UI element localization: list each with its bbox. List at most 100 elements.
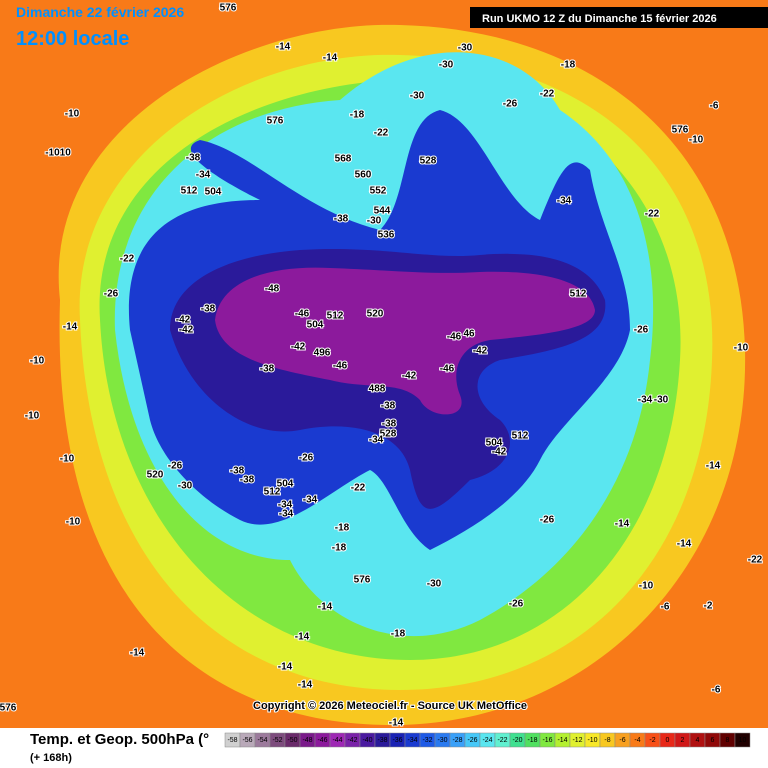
contour-label: 576 bbox=[267, 116, 284, 127]
contour-label: -26 bbox=[104, 289, 119, 300]
colorbar-label: -40 bbox=[362, 737, 372, 744]
contour-label: -42 bbox=[473, 346, 488, 357]
contour-label: -38 bbox=[240, 475, 255, 486]
colorbar-label: -26 bbox=[467, 737, 477, 744]
contour-label: -34 bbox=[278, 500, 293, 511]
contour-label: -10 bbox=[25, 411, 40, 422]
colorbar-label: -32 bbox=[422, 737, 432, 744]
contour-label: -14 bbox=[130, 648, 145, 659]
contour-label: 46 bbox=[463, 329, 475, 340]
contour-label: 560 bbox=[355, 170, 372, 181]
contour-label: 512 bbox=[181, 186, 198, 197]
colorbar-label: 2 bbox=[681, 737, 685, 744]
contour-label: -30 bbox=[427, 579, 442, 590]
contour-label: -38 bbox=[201, 304, 216, 315]
colorbar-label: -12 bbox=[572, 737, 582, 744]
contour-label: -10 bbox=[734, 343, 749, 354]
colorbar-label: -20 bbox=[512, 737, 522, 744]
run-box bbox=[470, 7, 768, 28]
colorbar-label: -52 bbox=[272, 737, 282, 744]
contour-label: -48 bbox=[265, 284, 280, 295]
colorbar-label: -58 bbox=[227, 737, 237, 744]
contour-label: -14 bbox=[278, 662, 293, 673]
contour-label: -10 bbox=[65, 109, 80, 120]
colorbar-label: -54 bbox=[257, 737, 267, 744]
colorbar-label: 8 bbox=[726, 737, 730, 744]
contour-label: -2 bbox=[704, 601, 713, 612]
contour-label: -14 bbox=[615, 519, 630, 530]
contour-label: -46 bbox=[295, 309, 310, 320]
contour-label: -34 bbox=[303, 495, 318, 506]
colorbar-label: -8 bbox=[604, 737, 610, 744]
colorbar-label: -48 bbox=[302, 737, 312, 744]
contour-label: -26 bbox=[540, 515, 555, 526]
contour-label: -22 bbox=[748, 555, 763, 566]
zone-purple bbox=[215, 267, 595, 415]
contour-label: 568 bbox=[335, 154, 352, 165]
contour-label: -6 bbox=[661, 602, 670, 613]
map-time: 12:00 locale bbox=[16, 28, 129, 50]
contour-label: 528 bbox=[380, 429, 397, 440]
colorbar-swatch bbox=[734, 732, 751, 748]
contour-label: -14 bbox=[677, 539, 692, 550]
colorbar-label: -16 bbox=[542, 737, 552, 744]
contour-label: -38 bbox=[381, 401, 396, 412]
contour-label: -38 bbox=[334, 214, 349, 225]
contour-label: -38 bbox=[230, 466, 245, 477]
contour-label: -14 bbox=[706, 461, 721, 472]
copyright: Copyright © 2026 Meteociel.fr - Source U… bbox=[253, 700, 527, 712]
contour-label: -34 bbox=[638, 395, 653, 406]
contour-label: 576 bbox=[354, 575, 371, 586]
contour-label: -22 bbox=[120, 254, 135, 265]
contour-label: -18 bbox=[335, 523, 350, 534]
contour-label: 528 bbox=[420, 156, 437, 167]
contour-label: -34 bbox=[279, 509, 294, 520]
contour-label: -38 bbox=[186, 153, 201, 164]
contour-label: -34 bbox=[557, 196, 572, 207]
map-date: Dimanche 22 février 2026 bbox=[16, 4, 184, 20]
colorbar-label: -42 bbox=[347, 737, 357, 744]
contour-label: 520 bbox=[147, 470, 164, 481]
contour-label: -10 bbox=[689, 135, 704, 146]
contour-label: -14 bbox=[389, 718, 404, 729]
contour-label: -30 bbox=[367, 216, 382, 227]
contour-label: -46 bbox=[447, 332, 462, 343]
contour-label: 544 bbox=[374, 206, 391, 217]
colorbar-label: -4 bbox=[634, 737, 640, 744]
run-info: Run UKMO 12 Z du Dimanche 15 février 202… bbox=[482, 13, 717, 25]
contour-label: 512 bbox=[264, 487, 281, 498]
contour-label: -10 bbox=[66, 517, 81, 528]
contour-label: 512 bbox=[327, 311, 344, 322]
contour-label: -14 bbox=[318, 602, 333, 613]
colorbar-label: -46 bbox=[317, 737, 327, 744]
contour-label: -42 bbox=[402, 371, 417, 382]
contour-label: -10 bbox=[639, 581, 654, 592]
contour-label: -30 bbox=[439, 60, 454, 71]
contour-label: -14 bbox=[298, 680, 313, 691]
contour-label: -10 bbox=[60, 454, 75, 465]
contour-label: -6 bbox=[712, 685, 721, 696]
colorbar-label: -24 bbox=[482, 737, 492, 744]
colorbar-label: -6 bbox=[619, 737, 625, 744]
contour-label: -22 bbox=[540, 89, 555, 100]
colorbar-label: 10 bbox=[739, 737, 747, 744]
contour-label: -26 bbox=[509, 599, 524, 610]
contour-label: 576 bbox=[672, 125, 689, 136]
contour-label: -42 bbox=[492, 447, 507, 458]
contour-label: -18 bbox=[332, 543, 347, 554]
contour-label: -18 bbox=[391, 629, 406, 640]
contour-label: -30 bbox=[458, 43, 473, 54]
contour-label: -46 bbox=[440, 364, 455, 375]
colorbar-label: -14 bbox=[557, 737, 567, 744]
colorbar-label: -56 bbox=[242, 737, 252, 744]
contour-label: 504 bbox=[486, 438, 503, 449]
contour-label: -38 bbox=[260, 364, 275, 375]
contour-label: -38 bbox=[382, 419, 397, 430]
contour-label: -42 bbox=[179, 325, 194, 336]
contour-label: -10 bbox=[30, 356, 45, 367]
contour-label: -26 bbox=[503, 99, 518, 110]
contour-label: 576 bbox=[0, 703, 17, 714]
colorbar-label: -2 bbox=[649, 737, 655, 744]
contour-label: -34 bbox=[369, 435, 384, 446]
contour-label: -26 bbox=[168, 461, 183, 472]
